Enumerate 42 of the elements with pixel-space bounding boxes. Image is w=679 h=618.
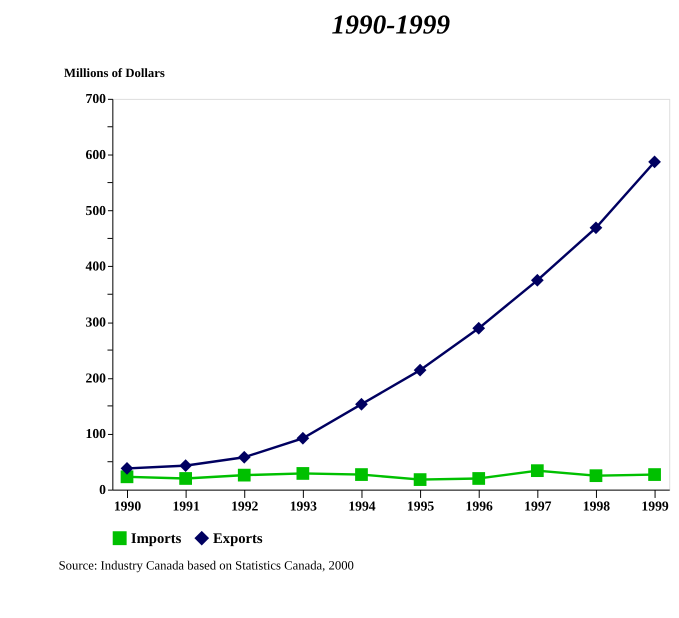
legend-label: Imports: [130, 531, 182, 548]
point: [590, 469, 602, 482]
source-note: Source: Industry Canada based on Statistics Canada, 2000: [58, 558, 354, 573]
chart-title: 1990-1999: [332, 9, 450, 40]
point: [648, 156, 661, 168]
point: [414, 364, 426, 377]
point: [530, 464, 544, 478]
x-tick-label: 1996: [466, 498, 494, 514]
point: [179, 459, 192, 472]
point: [530, 274, 544, 287]
point: [238, 468, 251, 482]
legend-label: Exports: [212, 531, 263, 548]
x-tick-label: 1990: [114, 498, 142, 514]
y-tick-label: 0: [99, 482, 106, 498]
x-tick-label: 1995: [406, 498, 434, 514]
y-axis-title: Millions of Dollars: [64, 66, 165, 80]
point: [238, 450, 251, 464]
point: [179, 472, 192, 485]
x-tick-label: 1998: [582, 498, 610, 514]
x-tick-label: 1993: [290, 498, 318, 514]
point: [120, 462, 134, 475]
y-tick-label: 400: [86, 258, 106, 274]
point: [355, 398, 368, 411]
point: [414, 473, 426, 486]
x-tick-label: 1991: [172, 498, 200, 514]
y-tick-label: 500: [86, 202, 106, 218]
point: [472, 472, 486, 485]
point: [355, 468, 368, 481]
point: [296, 467, 310, 480]
y-tick-label: 300: [86, 314, 106, 330]
x-tick-label: 1997: [524, 498, 552, 514]
point: [590, 221, 602, 234]
point: [296, 432, 310, 445]
point: [472, 322, 486, 335]
y-tick-label: 700: [86, 91, 106, 106]
x-tick-label: 1992: [231, 498, 259, 514]
y-tick-label: 200: [86, 370, 106, 386]
x-tick-label: 1999: [641, 498, 669, 514]
point: [648, 468, 661, 481]
y-tick-label: 600: [86, 147, 106, 162]
y-tick-label: 100: [86, 426, 106, 442]
x-tick-label: 1994: [348, 498, 376, 514]
